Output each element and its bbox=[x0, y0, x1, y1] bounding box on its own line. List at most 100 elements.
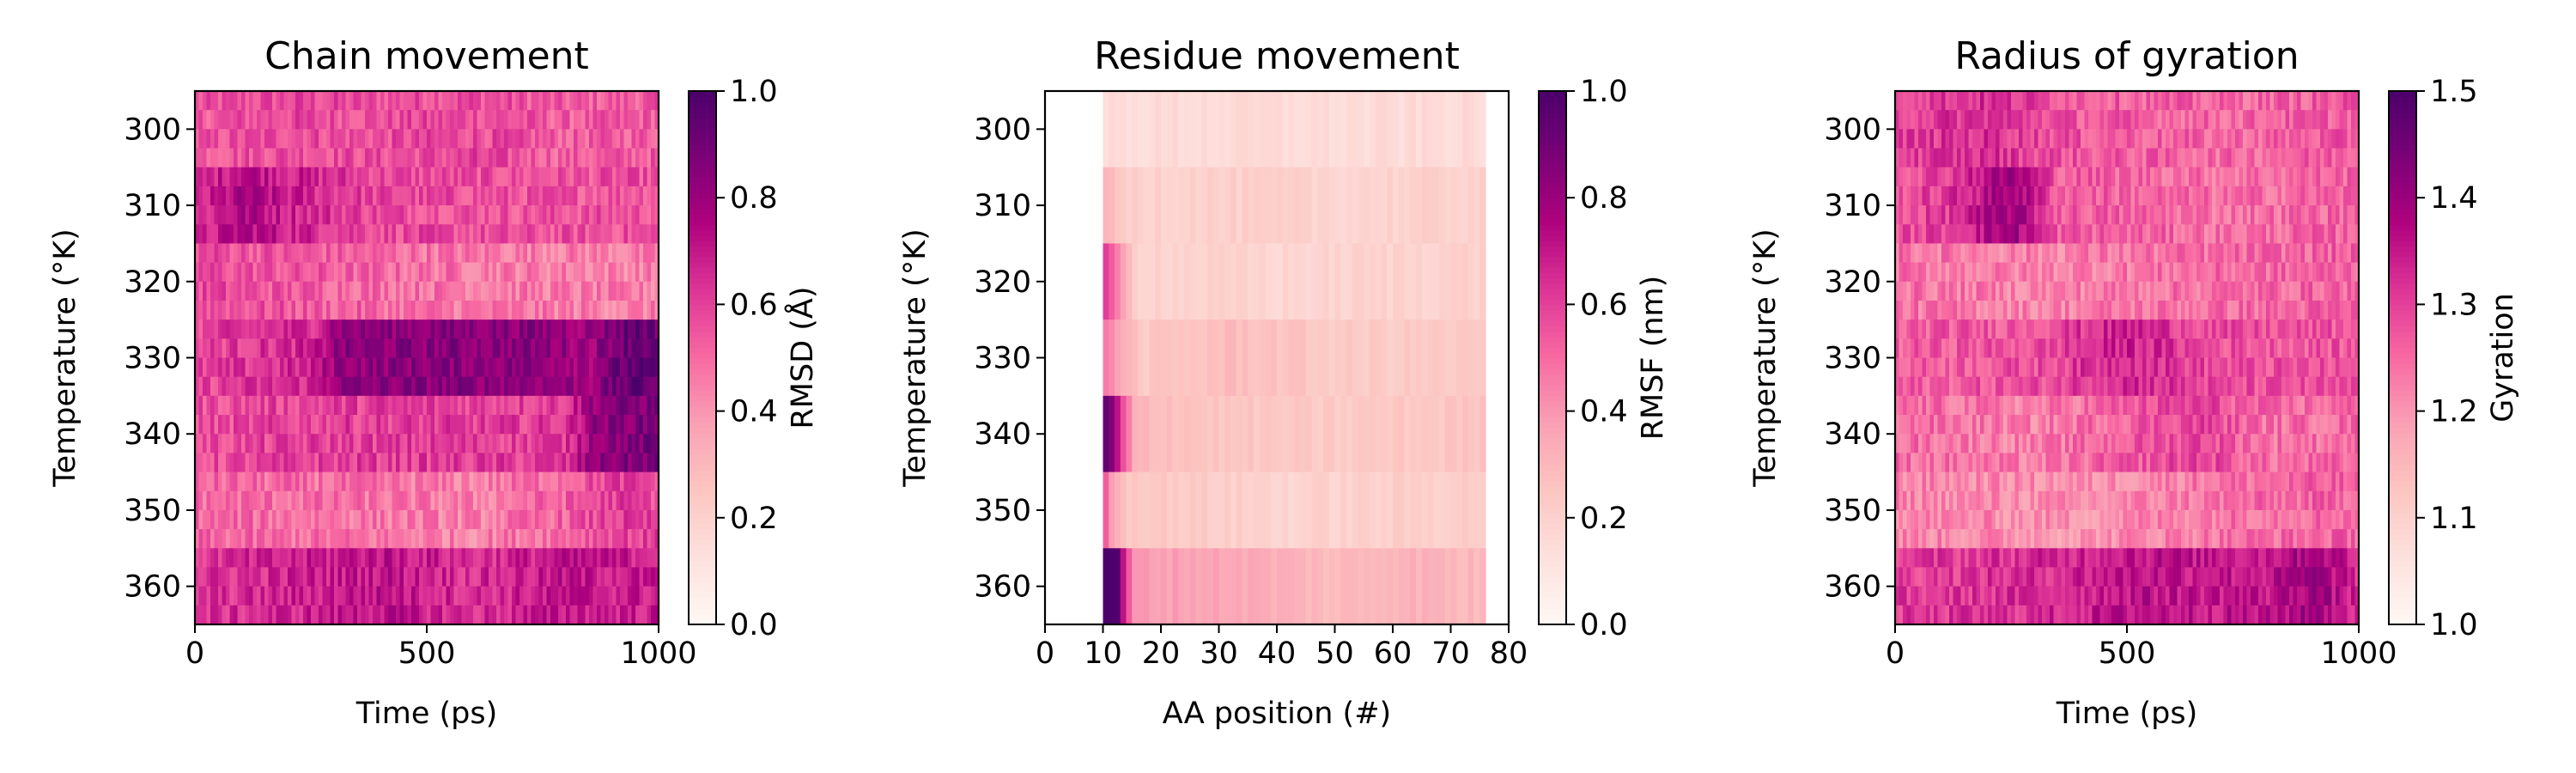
heatmap-cell bbox=[566, 281, 571, 301]
heatmap-cell bbox=[392, 243, 397, 264]
heatmap-cell bbox=[1421, 243, 1429, 320]
heatmap-cell bbox=[203, 91, 208, 111]
heatmap-cell bbox=[461, 586, 466, 606]
heatmap-cell bbox=[527, 434, 532, 453]
heatmap-cell bbox=[1906, 148, 1911, 168]
colorbar-segment bbox=[1539, 181, 1566, 188]
heatmap-cell bbox=[415, 338, 420, 359]
heatmap-cell bbox=[1984, 110, 1989, 130]
heatmap-cell bbox=[319, 243, 324, 264]
heatmap-cell bbox=[307, 224, 312, 245]
heatmap-cell bbox=[489, 376, 494, 397]
heatmap-cell bbox=[500, 529, 505, 549]
heatmap-cell bbox=[376, 415, 381, 435]
heatmap-cell bbox=[1248, 167, 1255, 245]
heatmap-cell bbox=[203, 262, 208, 283]
heatmap-cell bbox=[422, 490, 428, 511]
heatmap-cell bbox=[365, 490, 370, 511]
colorbar-segment bbox=[1539, 192, 1566, 198]
heatmap-cell bbox=[1984, 167, 1989, 187]
heatmap-cell bbox=[2130, 167, 2136, 187]
heatmap-cell bbox=[597, 605, 602, 625]
heatmap-cell bbox=[322, 490, 327, 511]
heatmap-cell bbox=[419, 91, 424, 111]
heatmap-cell bbox=[1189, 548, 1197, 625]
heatmap-cell bbox=[1960, 91, 1965, 111]
heatmap-cell bbox=[430, 205, 435, 225]
heatmap-cell bbox=[465, 357, 471, 378]
heatmap-cell bbox=[2277, 129, 2282, 149]
heatmap-cell bbox=[422, 509, 428, 530]
heatmap-cell bbox=[226, 281, 231, 301]
heatmap-cell bbox=[2022, 224, 2027, 245]
heatmap-cell bbox=[612, 395, 617, 416]
heatmap-cell bbox=[1980, 224, 1985, 245]
heatmap-cell bbox=[283, 300, 289, 320]
heatmap-cell bbox=[1271, 395, 1278, 473]
heatmap-cell bbox=[2220, 110, 2225, 130]
colorbar-segment bbox=[1539, 261, 1566, 268]
heatmap-cell bbox=[422, 243, 428, 264]
heatmap-cell bbox=[1328, 395, 1336, 473]
heatmap-cell bbox=[651, 243, 656, 264]
heatmap-cell bbox=[314, 395, 319, 416]
heatmap-cell bbox=[365, 243, 370, 264]
heatmap-cell bbox=[577, 243, 582, 264]
heatmap-cell bbox=[283, 509, 289, 530]
heatmap-cell bbox=[484, 453, 489, 473]
heatmap-cell bbox=[647, 395, 652, 416]
heatmap-cell bbox=[419, 281, 424, 301]
heatmap-cell bbox=[214, 186, 219, 206]
heatmap-cell bbox=[515, 224, 520, 245]
heatmap-cell bbox=[489, 395, 494, 416]
heatmap-cell bbox=[620, 224, 625, 245]
heatmap-cell bbox=[2169, 129, 2174, 149]
colorbar-segment bbox=[1539, 389, 1566, 396]
heatmap-cell bbox=[206, 490, 211, 511]
heatmap-cell bbox=[1965, 148, 1970, 168]
heatmap-cell bbox=[1340, 167, 1347, 245]
heatmap-cell bbox=[268, 357, 273, 378]
heatmap-cell bbox=[2096, 110, 2101, 130]
heatmap-cell bbox=[283, 205, 289, 225]
heatmap-cell bbox=[1212, 91, 1220, 168]
heatmap-cell bbox=[407, 415, 412, 435]
heatmap-cell bbox=[1288, 91, 1295, 168]
heatmap-cell bbox=[415, 300, 420, 320]
heatmap-cell bbox=[322, 434, 327, 453]
heatmap-cell bbox=[404, 167, 409, 187]
heatmap-cell bbox=[345, 129, 350, 149]
heatmap-cell bbox=[623, 148, 629, 168]
heatmap-cell bbox=[1207, 548, 1214, 625]
heatmap-cell bbox=[229, 91, 234, 111]
colorbar-segment bbox=[689, 544, 716, 551]
heatmap-cell bbox=[260, 395, 265, 416]
heatmap-cell bbox=[592, 243, 598, 264]
heatmap-cell bbox=[203, 338, 208, 359]
heatmap-cell bbox=[1178, 320, 1185, 397]
heatmap-cell bbox=[218, 509, 223, 530]
heatmap-cell bbox=[1416, 320, 1423, 397]
heatmap-cell bbox=[2003, 167, 2008, 187]
heatmap-cell bbox=[1103, 243, 1109, 320]
heatmap-cell bbox=[404, 338, 409, 359]
heatmap-cell bbox=[2200, 167, 2205, 187]
heatmap-cell bbox=[241, 148, 246, 168]
heatmap-cell bbox=[453, 605, 459, 625]
heatmap-cell bbox=[2223, 110, 2228, 130]
heatmap-cell bbox=[546, 262, 551, 283]
heatmap-cell bbox=[2328, 148, 2333, 168]
heatmap-cell bbox=[2088, 148, 2093, 168]
heatmap-cell bbox=[612, 300, 617, 320]
heatmap-cell bbox=[307, 548, 312, 569]
heatmap-cell bbox=[453, 567, 459, 587]
heatmap-cell bbox=[2227, 186, 2233, 206]
heatmap-cell bbox=[562, 110, 567, 130]
heatmap-cell bbox=[651, 91, 656, 111]
heatmap-cell bbox=[558, 281, 563, 301]
heatmap-cell bbox=[589, 224, 594, 245]
heatmap-cell bbox=[272, 320, 277, 339]
heatmap-cell bbox=[1161, 395, 1168, 473]
heatmap-cell bbox=[612, 567, 617, 587]
heatmap-cell bbox=[574, 224, 579, 245]
